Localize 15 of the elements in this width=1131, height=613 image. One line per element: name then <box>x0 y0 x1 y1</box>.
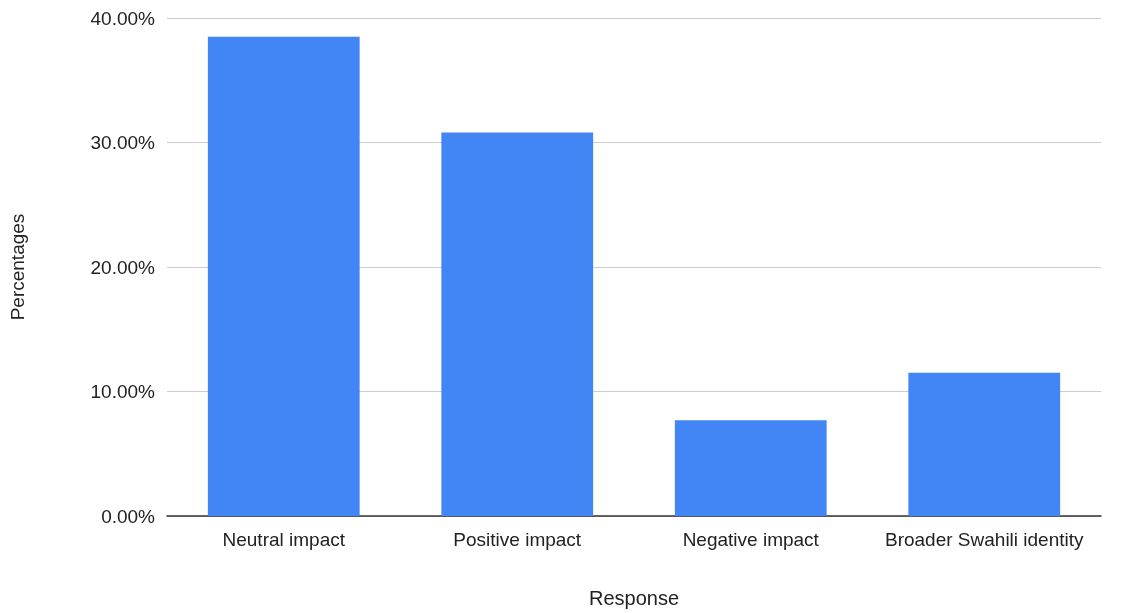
bar <box>908 372 1061 516</box>
y-tick-label: 20.00% <box>90 256 156 278</box>
y-tick-label: 30.00% <box>90 132 156 153</box>
bar <box>441 132 594 516</box>
x-tick-label: Neutral impact <box>222 529 346 550</box>
y-axis-title: Percentages <box>7 213 28 321</box>
y-tick-label: 10.00% <box>90 381 156 402</box>
x-axis-title: Response <box>588 587 680 609</box>
y-tick-label: 0.00% <box>101 505 156 527</box>
x-tick-label: Broader Swahili identity <box>884 529 1085 550</box>
x-tick-label: Positive impact <box>453 529 582 550</box>
bar <box>207 36 360 516</box>
x-tick-label: Negative impact <box>682 529 820 550</box>
y-tick-label: 40.00% <box>90 7 156 29</box>
bar <box>674 420 827 516</box>
